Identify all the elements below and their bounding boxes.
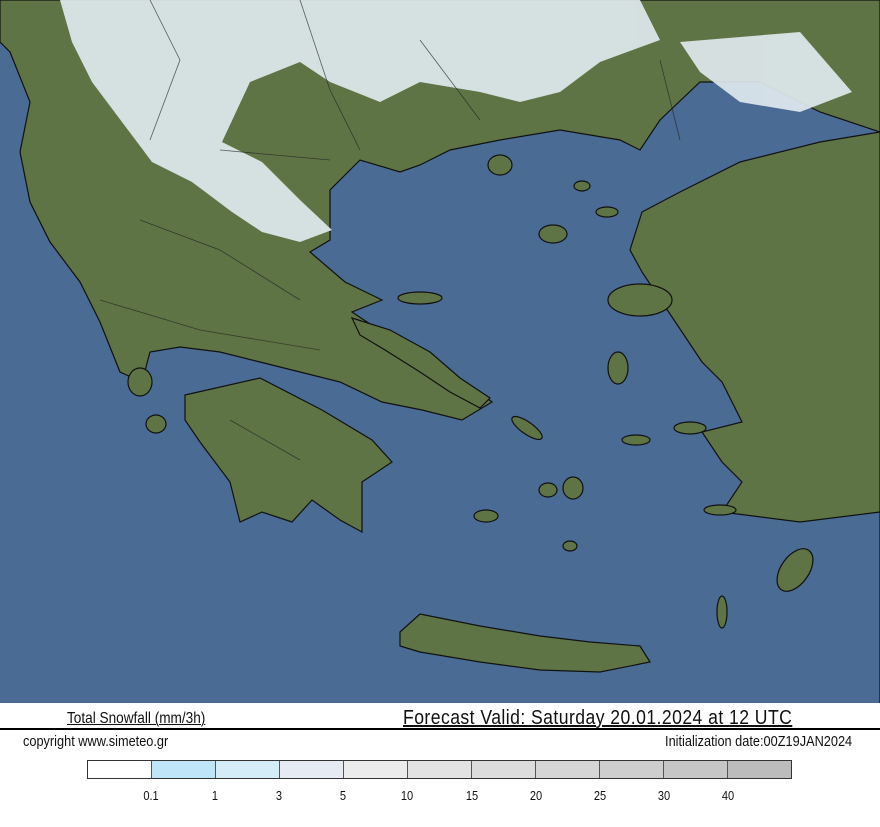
legend-swatch: [216, 761, 280, 778]
legend-tick-label: 0.1: [143, 788, 159, 803]
imbros: [595, 206, 619, 218]
andros: [511, 415, 543, 441]
santorini: [562, 540, 578, 552]
karpathos: [716, 595, 728, 629]
legend-tick-label: 1: [212, 788, 219, 803]
chios: [607, 351, 629, 385]
snowfall-map: [0, 0, 880, 703]
kefalonia: [127, 367, 153, 397]
map-title: Total Snowfall (mm/3h): [67, 710, 206, 727]
color-legend-bar: [87, 760, 792, 779]
legend-tick-label: 25: [593, 788, 606, 803]
paros: [538, 482, 558, 498]
legend-swatch: [344, 761, 408, 778]
samos: [673, 421, 707, 435]
legend-swatch: [600, 761, 664, 778]
initialization-date: Initialization date:00Z19JAN2024: [664, 733, 852, 750]
crete: [399, 613, 651, 673]
legend-tick-label: 5: [340, 788, 347, 803]
legend-swatch: [728, 761, 791, 778]
admin-borders: [99, 0, 681, 461]
lesvos: [607, 283, 673, 317]
legend-swatch: [536, 761, 600, 778]
peloponnese: [184, 377, 393, 534]
legend-swatch: [152, 761, 216, 778]
legend-swatch: [664, 761, 728, 778]
limnos: [538, 224, 568, 244]
snow-cover-thrace: [680, 32, 852, 112]
header-divider: [0, 728, 880, 730]
rhodes: [776, 548, 814, 592]
legend-swatch: [280, 761, 344, 778]
legend-tick-label: 3: [276, 788, 283, 803]
legend-tick-label: 40: [721, 788, 735, 803]
legend-swatch: [88, 761, 152, 778]
legend-tick-label: 10: [401, 788, 414, 803]
milos: [473, 509, 499, 523]
kos: [703, 504, 737, 516]
samothrace: [573, 180, 591, 192]
copyright-text: copyright www.simeteo.gr: [23, 733, 169, 750]
legend-tick-label: 30: [657, 788, 670, 803]
legend-swatch: [408, 761, 472, 778]
ikaria: [621, 434, 651, 446]
legend-tick-label: 15: [465, 788, 478, 803]
snow-cover-balkans: [60, 0, 660, 242]
zakynthos: [145, 414, 167, 434]
legend-swatch: [472, 761, 536, 778]
sporades: [397, 291, 443, 305]
euboea: [350, 317, 491, 409]
naxos: [562, 476, 584, 500]
legend-tick-label: 20: [529, 788, 542, 803]
thasos: [487, 154, 513, 176]
anatolia: [629, 131, 880, 703]
forecast-valid-time: Forecast Valid: Saturday 20.01.2024 at 1…: [403, 707, 793, 729]
